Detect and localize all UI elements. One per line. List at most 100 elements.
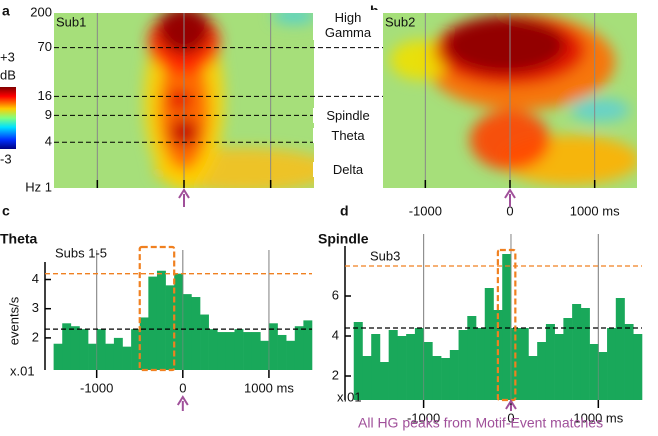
arrow-head [176, 395, 189, 406]
heatmap-region [168, 90, 192, 110]
annotation: All HG peaks from Motif-Event matches [358, 415, 603, 431]
y-axis-label: events/s [6, 296, 21, 345]
heatmap-region [272, 13, 314, 24]
highlight-window [496, 248, 517, 402]
bar [502, 254, 512, 400]
y-tick-label: 4 [45, 134, 52, 149]
x-tick-label: 1000 ms [573, 410, 623, 425]
bar [563, 318, 573, 400]
bar [615, 298, 625, 400]
bar [554, 334, 564, 400]
bar [113, 337, 123, 370]
bar [528, 356, 538, 400]
x-tick-label: -1000 [409, 203, 442, 218]
bar [493, 310, 503, 400]
bar [268, 323, 278, 370]
bar [432, 356, 442, 400]
y-unit-label: x.01 [337, 389, 362, 404]
bar [148, 276, 158, 370]
subject-label: Sub1 [56, 14, 86, 29]
bar [423, 342, 433, 400]
bar [624, 324, 634, 400]
y-tick-label: 9 [45, 107, 52, 122]
bar [371, 334, 381, 400]
bar [251, 332, 261, 370]
bar [484, 288, 494, 400]
bar [208, 329, 218, 370]
bar [62, 323, 72, 370]
x-tick-label: -1000 [80, 380, 113, 395]
colorbar [0, 87, 16, 149]
bar [286, 340, 296, 370]
bar [458, 330, 468, 400]
bar [277, 334, 287, 370]
bar [572, 304, 582, 400]
y-tick-label: 3 [32, 300, 39, 315]
bar [200, 314, 209, 370]
heatmap-region [570, 98, 630, 122]
y-tick-label: 2 [332, 367, 339, 382]
bar [397, 336, 407, 400]
y-tick-label: 16 [38, 88, 52, 103]
y-tick-label: 6 [332, 287, 339, 302]
bar [139, 317, 149, 370]
bar [633, 334, 643, 400]
bar [88, 343, 97, 370]
bar [53, 343, 63, 370]
band-label: High Gamma [313, 10, 383, 40]
panel-label: c [2, 203, 10, 219]
y-tick-label: 200 [30, 4, 52, 19]
panel-title: Theta [0, 231, 38, 247]
bar [449, 350, 459, 400]
subject-label: Sub2 [385, 14, 415, 29]
panel-title: Spindle [318, 231, 369, 247]
panel-subtitle: Sub3 [370, 248, 400, 263]
y-tick-label: Hz 1 [25, 179, 52, 194]
bar [441, 358, 451, 400]
panel-label: a [2, 3, 10, 19]
bar [225, 332, 235, 370]
arrow-head [504, 188, 516, 199]
bar [243, 332, 253, 370]
heatmap [54, 13, 314, 188]
colorbar-label: dB [0, 67, 16, 82]
arrow-head [178, 188, 190, 199]
colorbar-tick-label: +3 [0, 49, 15, 64]
bar [96, 329, 106, 370]
x-tick-label: 0 [179, 380, 186, 395]
arrow-head [505, 399, 517, 410]
bar [388, 330, 398, 400]
bar [379, 362, 389, 400]
bar [217, 332, 227, 370]
bar [156, 270, 166, 370]
y-unit-label: x.01 [10, 363, 35, 378]
bar [234, 329, 244, 370]
colorbar-tick-label: -3 [0, 151, 12, 166]
bar [580, 308, 590, 400]
bar [174, 273, 184, 370]
band-label: Spindle [313, 108, 383, 123]
panel-subtitle: Subs 1-5 [55, 245, 107, 260]
bar [519, 328, 529, 400]
heatmap [383, 13, 637, 188]
bar [165, 285, 175, 370]
y-tick-label: 2 [32, 329, 39, 344]
x-tick-label: -1000 [407, 410, 440, 425]
bar [303, 320, 313, 370]
band-label: Delta [313, 162, 383, 177]
bar [105, 343, 115, 370]
y-tick-label: 4 [332, 327, 339, 342]
bar [598, 352, 608, 400]
bar [122, 346, 132, 370]
bar [467, 316, 477, 400]
bar [70, 326, 80, 370]
bar [353, 322, 363, 400]
highlight-window [138, 245, 176, 372]
bar [260, 340, 270, 370]
band-label: Theta [313, 128, 383, 143]
y-tick-label: 4 [32, 271, 39, 286]
x-tick-label: 0 [506, 203, 513, 218]
bar [362, 356, 372, 400]
